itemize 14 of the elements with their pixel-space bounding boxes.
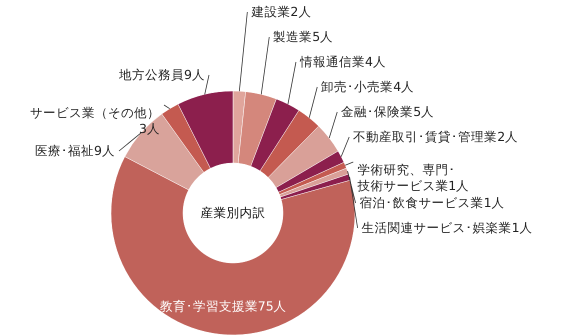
slice-label: 宿泊･飲食サービス業1人 (360, 195, 505, 210)
slice-label: 不動産取引･賃貸･管理業2人 (353, 129, 518, 144)
text: 産業別内訳 (200, 205, 266, 220)
slice-label: 建設業2人 (250, 4, 312, 19)
slice-label: 教育･学習支援業75人 (160, 298, 287, 314)
slice-label: 地方公務員9人 (118, 67, 205, 82)
slice-label: 情報通信業4人 (298, 54, 386, 69)
slice-label: 製造業5人 (273, 29, 334, 44)
slice-label: 医療･福祉9人 (35, 143, 115, 158)
slice-label: 学術研究、専門･技術サービス業1人 (356, 162, 470, 193)
slice-label: サービス業（その他）3人 (30, 105, 160, 136)
slice-label: 生活関連サービス･娯楽業1人 (362, 220, 533, 235)
slice-label: 金融･保険業5人 (341, 104, 434, 119)
slice-label: 卸売･小売業4人 (321, 79, 414, 94)
